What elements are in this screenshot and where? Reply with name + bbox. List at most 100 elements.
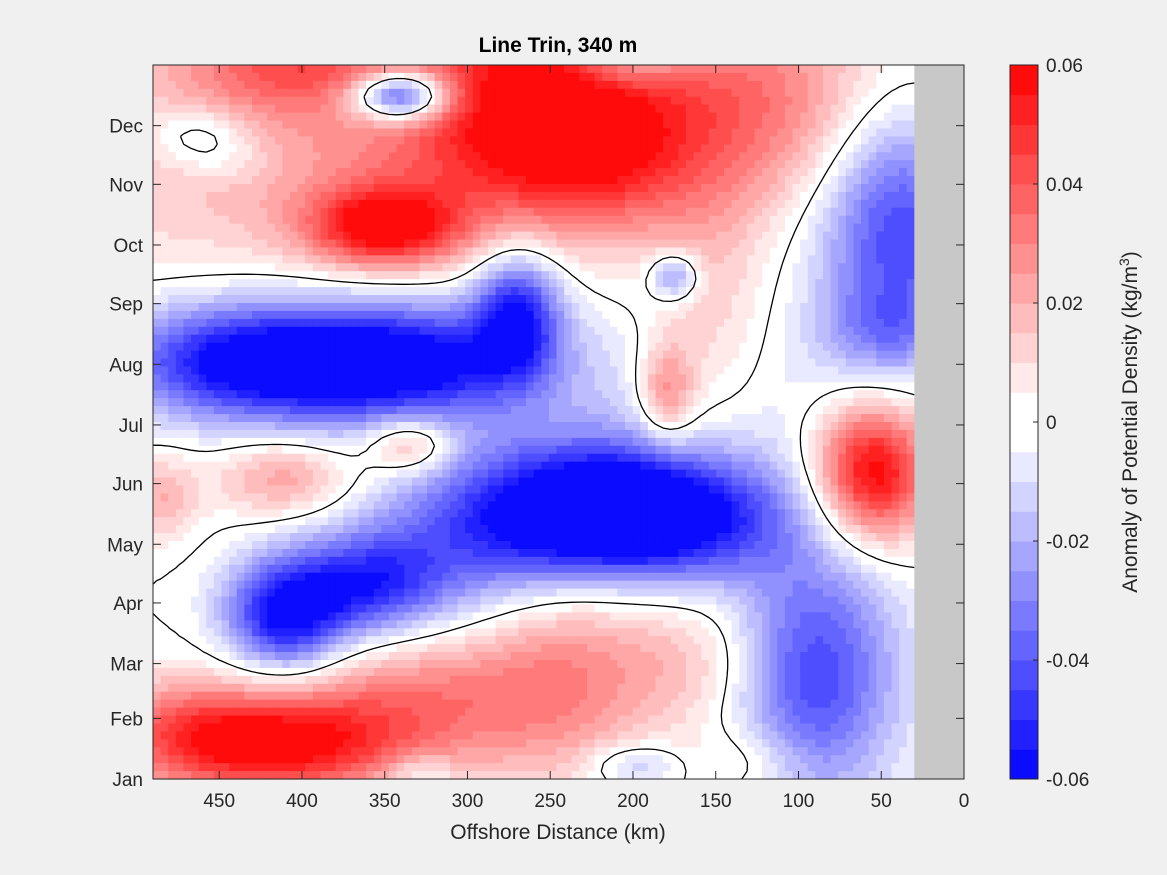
heatmap-cell (777, 128, 786, 137)
heatmap-cell (716, 303, 725, 312)
heatmap-cell (457, 287, 466, 296)
heatmap-cell (343, 326, 352, 336)
heatmap-cell (800, 231, 809, 241)
heatmap-cell (571, 72, 580, 82)
heatmap-cell (373, 191, 382, 201)
heatmap-cell (259, 247, 268, 256)
heatmap-cell (906, 247, 915, 256)
heatmap-cell (343, 199, 352, 209)
heatmap-cell (267, 310, 276, 320)
heatmap-cell (876, 437, 885, 447)
heatmap-cell (480, 160, 489, 169)
heatmap-cell (632, 88, 641, 98)
heatmap-cell (373, 390, 382, 399)
heatmap-cell (533, 303, 542, 312)
heatmap-cell (731, 65, 740, 74)
heatmap-cell (358, 207, 367, 217)
heatmap-cell (861, 255, 870, 264)
heatmap-cell (526, 414, 535, 423)
heatmap-cell (175, 342, 185, 352)
heatmap-cell (168, 414, 177, 423)
heatmap-cell (678, 96, 687, 106)
heatmap-cell (305, 168, 314, 177)
heatmap-cell (564, 239, 573, 249)
heatmap-cell (213, 112, 223, 122)
heatmap-cell (290, 287, 299, 296)
heatmap-cell (724, 263, 733, 272)
heatmap-cell (746, 422, 756, 431)
heatmap-cell (518, 215, 527, 225)
heatmap-cell (716, 160, 725, 169)
heatmap-cell (579, 207, 588, 217)
heatmap-cell (442, 271, 451, 280)
heatmap-cell (556, 342, 565, 352)
heatmap-cell (617, 199, 626, 209)
heatmap-cell (198, 136, 207, 145)
heatmap-cell (777, 429, 786, 439)
heatmap-cell (526, 271, 535, 280)
heatmap-cell (701, 287, 710, 296)
heatmap-cell (739, 72, 748, 82)
heatmap-cell (792, 382, 801, 391)
heatmap-cell (305, 191, 314, 201)
heatmap-cell (663, 414, 672, 423)
heatmap-cell (602, 104, 611, 114)
heatmap-cell (830, 215, 839, 225)
heatmap-cell (617, 255, 626, 264)
heatmap-cell (594, 152, 603, 161)
heatmap-cell (358, 80, 367, 90)
heatmap-cell (647, 382, 657, 391)
heatmap-cell (602, 342, 611, 352)
heatmap-cell (335, 112, 344, 122)
heatmap-cell (518, 390, 527, 399)
heatmap-cell (579, 255, 588, 264)
heatmap-cell (518, 104, 527, 114)
heatmap-cell (838, 453, 847, 463)
heatmap-cell (556, 80, 565, 90)
heatmap-cell (510, 326, 520, 336)
heatmap-cell (891, 334, 900, 344)
heatmap-cell (883, 318, 893, 328)
heatmap-cell (556, 429, 565, 439)
heatmap-cell (807, 80, 816, 90)
heatmap-cell (411, 318, 421, 328)
heatmap-cell (449, 390, 459, 399)
heatmap-cell (594, 382, 603, 391)
heatmap-cell (861, 152, 870, 161)
heatmap-cell (609, 287, 619, 296)
heatmap-cell (807, 271, 816, 280)
heatmap-cell (419, 271, 428, 280)
heatmap-cell (640, 247, 649, 256)
heatmap-cell (647, 207, 657, 217)
heatmap-cell (899, 350, 908, 360)
heatmap-cell (153, 422, 162, 431)
heatmap-cell (350, 247, 360, 256)
heatmap-cell (609, 310, 619, 320)
heatmap-cell (404, 80, 413, 90)
heatmap-cell (746, 263, 756, 272)
heatmap-cell (404, 382, 413, 391)
heatmap-cell (533, 239, 542, 249)
heatmap-cell (701, 80, 710, 90)
heatmap-cell (290, 342, 299, 352)
heatmap-cell (792, 176, 801, 185)
heatmap-cell (556, 191, 565, 201)
heatmap-cell (229, 279, 238, 288)
heatmap-cell (206, 152, 215, 161)
heatmap-cell (815, 303, 824, 312)
heatmap-cell (434, 207, 443, 217)
heatmap-cell (503, 406, 512, 415)
heatmap-cell (586, 112, 596, 122)
heatmap-cell (670, 88, 679, 98)
heatmap-cell (366, 168, 375, 177)
heatmap-cell (191, 104, 200, 114)
heatmap-cell (495, 374, 504, 383)
heatmap-cell (510, 152, 520, 161)
heatmap-cell (647, 398, 657, 407)
heatmap-cell (868, 120, 877, 130)
heatmap-cell (564, 215, 573, 225)
heatmap-cell (518, 303, 527, 312)
heatmap-cell (800, 239, 809, 249)
heatmap-cell (548, 247, 558, 256)
heatmap-cell (335, 342, 344, 352)
